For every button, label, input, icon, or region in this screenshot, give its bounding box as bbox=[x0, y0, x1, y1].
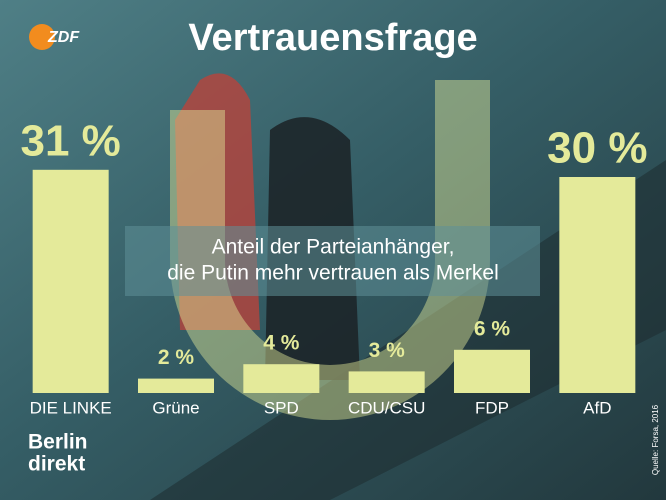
horseshoe bbox=[170, 80, 490, 420]
x-tick-label: CDU/CSU bbox=[348, 398, 425, 417]
bar bbox=[348, 371, 425, 393]
brand: direkt bbox=[28, 453, 85, 476]
x-tick-label: SPD bbox=[264, 398, 299, 417]
brand: Berlin bbox=[28, 431, 88, 454]
chart-title: Vertrauensfrage bbox=[188, 17, 477, 59]
bar bbox=[559, 177, 636, 393]
value-label: 31 % bbox=[21, 116, 121, 165]
x-tick-label: FDP bbox=[475, 398, 509, 417]
logo-mark bbox=[29, 24, 55, 50]
value-label: 2 % bbox=[158, 346, 195, 369]
subtitle: Anteil der Parteianhänger, bbox=[212, 236, 455, 259]
value-label: 30 % bbox=[547, 124, 647, 173]
bar bbox=[138, 378, 214, 393]
source: Quelle: Forsa, 2016 bbox=[651, 404, 660, 475]
bar bbox=[243, 364, 320, 393]
value-label: 6 % bbox=[474, 317, 511, 340]
value-label: 4 % bbox=[263, 332, 300, 355]
bar bbox=[454, 349, 530, 393]
subtitle: die Putin mehr vertrauen als Merkel bbox=[167, 262, 498, 285]
x-tick-label: DIE LINKE bbox=[30, 398, 112, 417]
logo: ZDF bbox=[47, 29, 80, 46]
value-label: 3 % bbox=[369, 339, 406, 362]
x-tick-label: AfD bbox=[583, 398, 611, 417]
subtitle-box bbox=[125, 226, 540, 296]
bar bbox=[32, 169, 109, 393]
x-tick-label: Grüne bbox=[152, 398, 199, 417]
